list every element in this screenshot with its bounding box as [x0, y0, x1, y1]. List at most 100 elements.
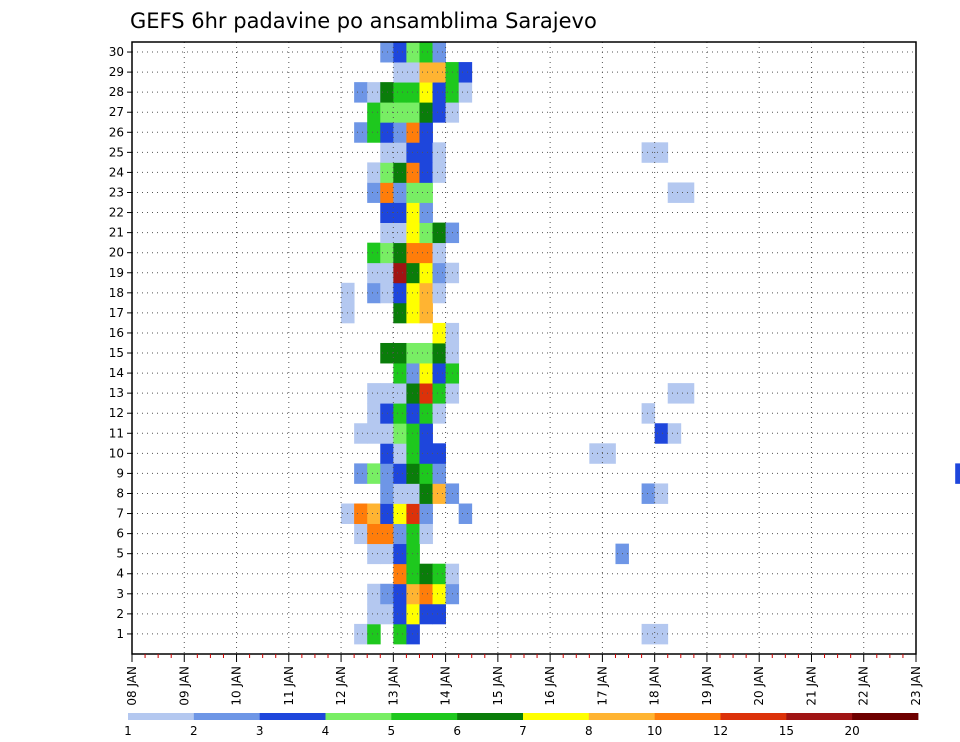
x-axis: 08 JAN 09 JAN 10 JAN 11 JAN 12 JAN 13 JAN 14 J…	[125, 654, 923, 706]
heatmap-cell	[458, 503, 473, 524]
colorbar-label: 6	[453, 724, 461, 738]
heatmap-cell	[419, 102, 433, 123]
y-tick-label: 7	[116, 507, 124, 521]
heatmap-cell	[406, 503, 420, 524]
heatmap-cell	[406, 363, 420, 384]
colorbar-swatch	[654, 713, 721, 720]
colorbar-label: 3	[256, 724, 264, 738]
y-tick-label: 10	[109, 446, 124, 460]
heatmap-cell	[406, 42, 420, 63]
heatmap-cell	[367, 182, 381, 203]
x-tick-label: 22 JAN	[857, 666, 871, 706]
heatmap-cell	[367, 102, 381, 123]
heatmap-cell	[393, 463, 407, 484]
colorbar-label: 20	[845, 724, 860, 738]
y-tick-label: 28	[109, 85, 124, 99]
heatmap-cell	[458, 82, 473, 103]
colorbar-swatch	[588, 713, 656, 720]
heatmap-cell	[406, 423, 420, 444]
heatmap-cell	[432, 563, 446, 585]
y-tick-label: 21	[109, 226, 124, 240]
colorbar-label: 15	[779, 724, 794, 738]
heatmap-cell	[367, 423, 381, 444]
heatmap-cell	[406, 603, 420, 625]
heatmap-cell	[393, 102, 407, 123]
heatmap-cell	[589, 443, 603, 464]
heatmap-cell	[641, 403, 656, 424]
heatmap-cell	[432, 603, 446, 625]
heatmap-cell	[432, 342, 446, 364]
heatmap-cell	[393, 623, 407, 645]
heatmap-cell	[432, 282, 446, 304]
heatmap-cell	[406, 82, 420, 103]
colorbar-label: 2	[190, 724, 198, 738]
heatmap-cell	[419, 122, 433, 143]
heatmap-cell	[393, 122, 407, 143]
x-tick-label: 17 JAN	[595, 666, 609, 706]
heatmap-cell	[354, 523, 368, 545]
heatmap-cell	[419, 403, 433, 424]
heatmap-cell	[367, 543, 381, 565]
colorbar-label: 10	[647, 724, 662, 738]
heatmap-cell	[393, 182, 407, 203]
colorbar-swatch	[193, 713, 261, 720]
heatmap-cell	[432, 82, 446, 103]
heatmap-cell	[419, 342, 433, 364]
heatmap-cell	[458, 62, 473, 83]
heatmap-cell	[354, 623, 368, 645]
heatmap-cell	[432, 242, 446, 264]
y-tick-label: 3	[116, 587, 124, 601]
heatmap-cell	[432, 62, 446, 83]
heatmap-cell	[406, 383, 420, 404]
heatmap-cell	[354, 82, 368, 103]
heatmap-cell	[432, 583, 446, 605]
x-tick-label: 14 JAN	[439, 666, 453, 706]
heatmap-cell	[419, 483, 433, 504]
heatmap-cell	[406, 623, 420, 645]
heatmap-cell	[354, 503, 368, 524]
heatmap-cell	[393, 202, 407, 223]
heatmap-cell	[393, 302, 407, 324]
heatmap-cell	[367, 503, 381, 524]
x-tick-label: 16 JAN	[543, 666, 557, 706]
heatmap-cell	[419, 142, 433, 163]
heatmap-cell	[367, 242, 381, 264]
y-tick-label: 19	[109, 266, 124, 280]
heatmap-cell	[654, 423, 669, 444]
heatmap-cell	[367, 623, 381, 645]
y-tick-label: 29	[109, 65, 124, 79]
colorbar-swatch	[259, 713, 326, 720]
heatmap-cell	[667, 383, 682, 404]
heatmap-cell	[432, 483, 446, 504]
heatmap-cell	[393, 583, 407, 605]
colorbar-label: 4	[322, 724, 330, 738]
heatmap-cell	[406, 142, 420, 163]
heatmap-cell	[641, 142, 656, 163]
y-tick-label: 8	[116, 486, 124, 500]
y-tick-label: 9	[116, 466, 124, 480]
heatmap-cell	[406, 403, 420, 424]
y-tick-label: 30	[109, 45, 124, 59]
colorbar-swatch	[128, 713, 195, 720]
heatmap-cell	[367, 282, 381, 304]
heatmap-cell	[641, 623, 656, 645]
heatmap-cell	[654, 623, 669, 645]
colorbar-label: 12	[713, 724, 728, 738]
chart-title: GEFS 6hr padavine po ansamblima Sarajevo	[130, 9, 597, 33]
y-axis: 1234567891011121314151617181920212223242…	[109, 45, 132, 641]
heatmap-cell	[602, 443, 616, 464]
heatmap-cell	[432, 322, 446, 344]
y-tick-label: 11	[109, 426, 124, 440]
heatmap-cell	[393, 162, 407, 183]
heatmap-cell	[419, 282, 433, 304]
colorbar-swatch	[523, 713, 590, 720]
heatmap-cell	[419, 302, 433, 324]
heatmap-cell	[406, 222, 420, 244]
heatmap-cell	[432, 222, 446, 244]
heatmap-cell	[406, 102, 420, 123]
y-tick-label: 14	[109, 366, 124, 380]
heatmap-cell	[393, 62, 407, 83]
heatmap-cell	[432, 463, 446, 484]
heatmap-cell	[432, 102, 446, 123]
heatmap-cell	[393, 222, 407, 244]
